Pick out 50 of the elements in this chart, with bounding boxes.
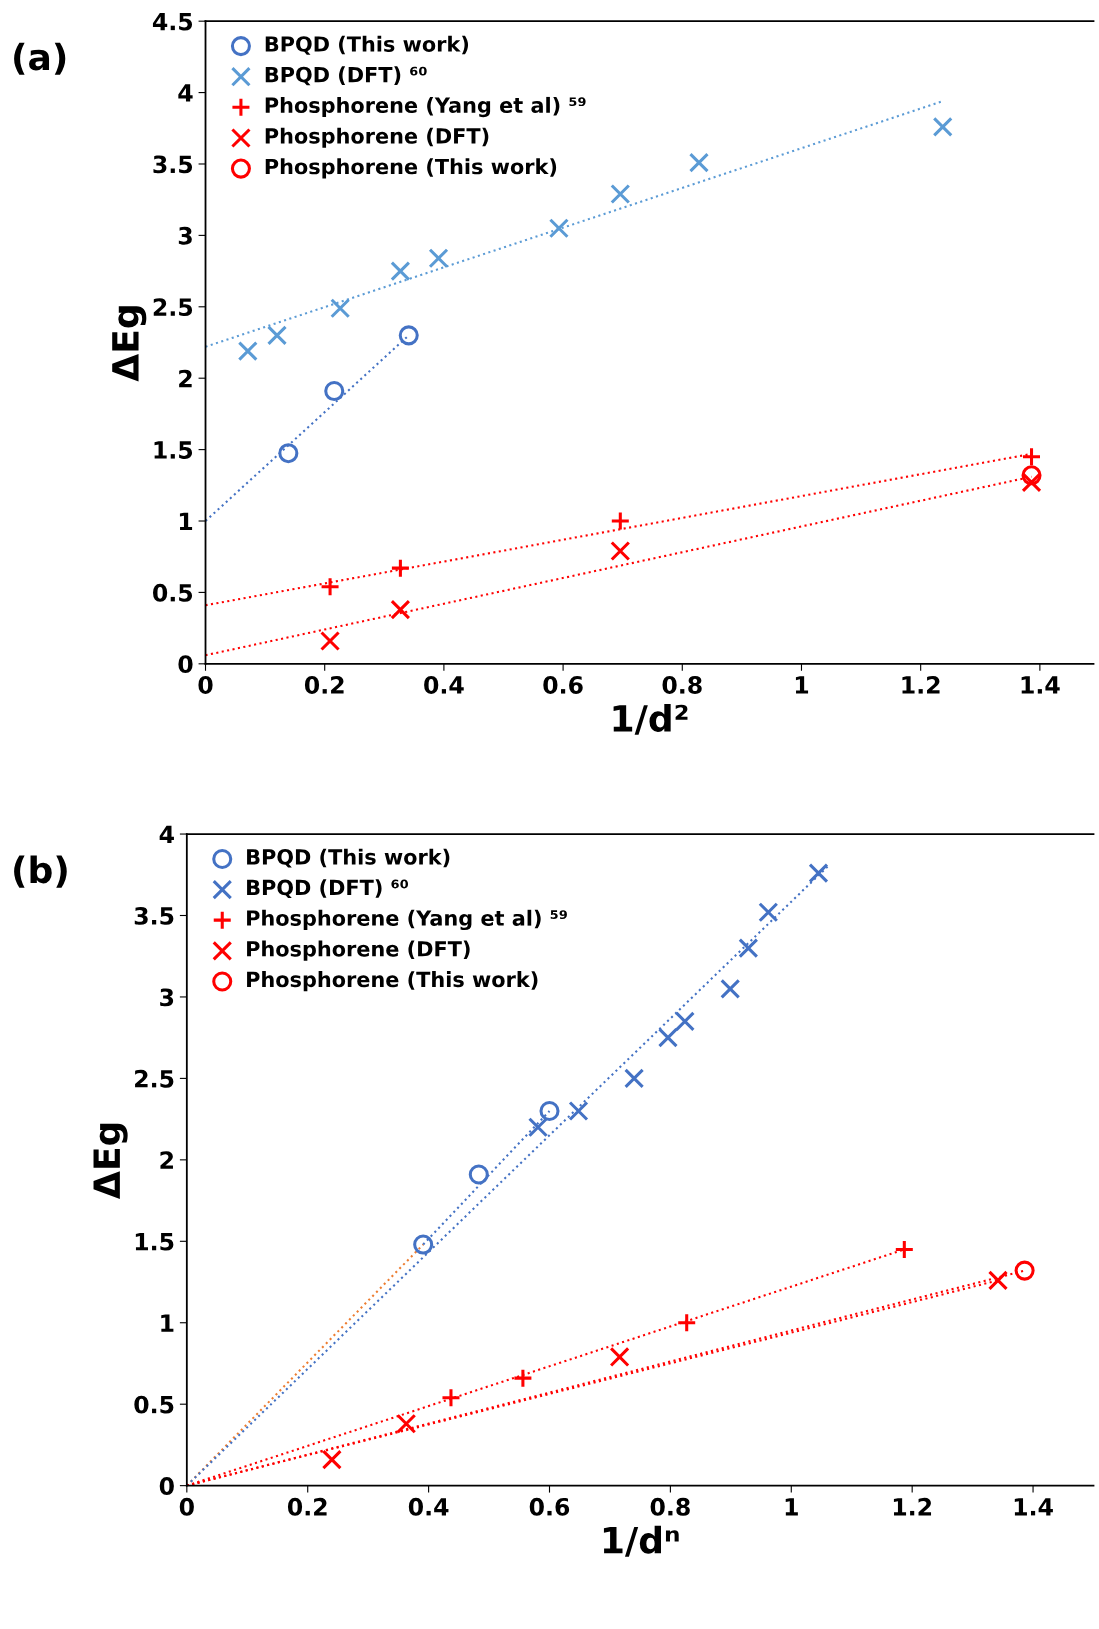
y-tick-label: 0 bbox=[178, 655, 193, 674]
y-tick-label: 3 bbox=[160, 988, 174, 1007]
x-tick-label: 0.8 bbox=[662, 676, 702, 694]
y-tick-label: 1.5 bbox=[135, 1233, 174, 1251]
x-tick-label: 0.4 bbox=[408, 1497, 449, 1516]
y-tick-label: 3.5 bbox=[153, 155, 193, 174]
y-tick-label: 2 bbox=[179, 369, 192, 388]
legend-label: BPQD (DFT) ⁶⁰ bbox=[265, 66, 427, 86]
y-tick-label: 0.5 bbox=[134, 1395, 174, 1414]
x-tick-label: 0.6 bbox=[529, 1497, 570, 1516]
x-tick-label: 1 bbox=[785, 1498, 798, 1516]
y-tick-label: 0 bbox=[159, 1477, 174, 1495]
x-tick-label: 0.8 bbox=[650, 1497, 690, 1516]
y-tick-label: 4 bbox=[178, 84, 193, 102]
x-tick-label: 1.2 bbox=[902, 676, 940, 694]
legend-label: BPQD (This work) bbox=[265, 35, 469, 55]
legend-label: Phosphorene (This work) bbox=[247, 971, 538, 992]
legend-label: Phosphorene (This work) bbox=[265, 158, 557, 179]
y-tick-label: 2.5 bbox=[153, 298, 193, 317]
legend-label: BPQD (DFT) ⁶⁰ bbox=[247, 879, 409, 899]
y-tick-label: 1 bbox=[179, 512, 193, 530]
x-tick-label: 1.4 bbox=[1021, 676, 1060, 694]
x-tick-label: 0.6 bbox=[543, 676, 583, 694]
x-tick-label: 1.4 bbox=[1014, 1498, 1053, 1516]
y-tick-label: 2 bbox=[160, 1151, 173, 1169]
y-tick-label: 1.5 bbox=[154, 441, 193, 459]
x-axis-title: 1/d² bbox=[613, 704, 688, 735]
legend-label: Phosphorene (Yang et al) ⁵⁹ bbox=[247, 909, 567, 931]
y-tick-label: 2.5 bbox=[135, 1069, 174, 1088]
y-axis-title: ΔEg bbox=[112, 306, 147, 382]
y-tick-label: 3.5 bbox=[134, 906, 174, 925]
x-axis-title: 1/dⁿ bbox=[603, 1525, 679, 1557]
y-tick-label: 1 bbox=[161, 1314, 174, 1332]
legend-label: Phosphorene (Yang et al) ⁵⁹ bbox=[265, 96, 586, 118]
legend-label: BPQD (This work) bbox=[247, 848, 450, 868]
legend-label: Phosphorene (DFT) bbox=[265, 127, 489, 148]
y-tick-label: 4 bbox=[159, 825, 174, 844]
x-tick-label: 1 bbox=[795, 676, 809, 694]
x-tick-label: 1.2 bbox=[893, 1497, 932, 1516]
x-tick-label: 0.2 bbox=[287, 1497, 327, 1516]
text: (b) bbox=[14, 855, 67, 888]
y-axis-title: ΔEg bbox=[93, 1123, 128, 1199]
x-tick-label: 0.4 bbox=[424, 676, 464, 694]
x-tick-label: 0.2 bbox=[304, 676, 344, 694]
y-tick-label: 3 bbox=[178, 226, 192, 245]
text: (a) bbox=[14, 42, 66, 75]
legend-label: Phosphorene (DFT) bbox=[247, 940, 470, 961]
y-tick-label: 4.5 bbox=[152, 12, 193, 31]
y-tick-label: 0.5 bbox=[153, 583, 193, 602]
x-tick-label: 0 bbox=[198, 676, 213, 694]
